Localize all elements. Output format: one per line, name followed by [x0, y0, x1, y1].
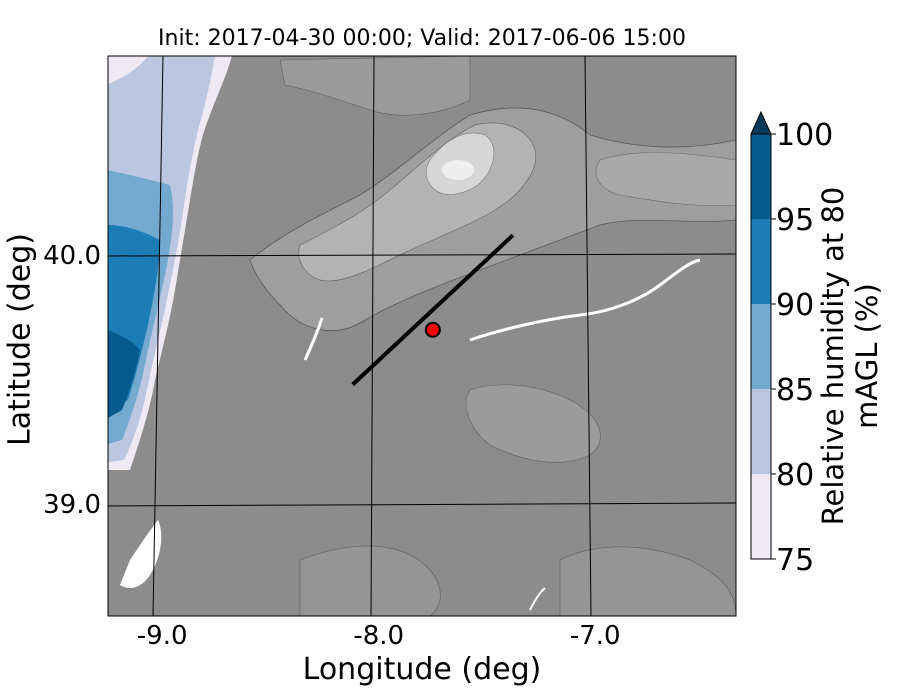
terrain-north	[279, 56, 471, 116]
colorbar-tick-label: 95	[776, 203, 814, 238]
colorbar-tick-label: 90	[776, 288, 814, 323]
plot-frame	[107, 55, 737, 617]
colorbar-segment	[751, 389, 771, 474]
station-marker	[424, 321, 441, 338]
colorbar-frame	[750, 133, 772, 560]
colorbar-tick-label: 85	[776, 373, 814, 408]
colorbar-segment	[751, 219, 771, 304]
river-south	[529, 587, 546, 611]
terrain-background	[108, 56, 736, 616]
x-tick-label: -8.0	[353, 621, 404, 651]
colorbar-tick-label: 100	[776, 118, 833, 153]
colorbar-tick-label: 75	[776, 543, 814, 578]
terrain-summit	[442, 160, 474, 180]
colorbar-segment	[751, 474, 771, 559]
y-tick-label: 39.0	[43, 490, 101, 520]
terrain-east-plateau	[595, 152, 736, 206]
colorbar-tick-label: 80	[776, 458, 814, 493]
graticule	[108, 56, 736, 616]
x-tick-label: -9.0	[137, 621, 188, 651]
colorbar-extend-arrow	[750, 110, 772, 135]
terrain-south-hills	[465, 384, 601, 463]
transect-line	[351, 233, 515, 386]
river-east	[469, 258, 701, 342]
rh-patch-north-inner	[108, 56, 148, 84]
lake	[120, 520, 162, 588]
x-tick-label: -7.0	[570, 621, 621, 651]
river-west	[303, 317, 324, 361]
y-tick-label: 40.0	[43, 241, 101, 271]
terrain-southwest	[299, 545, 441, 616]
rh-band-95-100	[108, 330, 140, 418]
map-field	[108, 56, 736, 616]
colorbar-segment	[751, 304, 771, 389]
colorbar-segment	[751, 134, 771, 219]
chart-title: Init: 2017-04-30 00:00; Valid: 2017-06-0…	[158, 26, 686, 51]
x-axis-label: Longitude (deg)	[302, 652, 542, 687]
terrain-southeast	[559, 546, 736, 616]
